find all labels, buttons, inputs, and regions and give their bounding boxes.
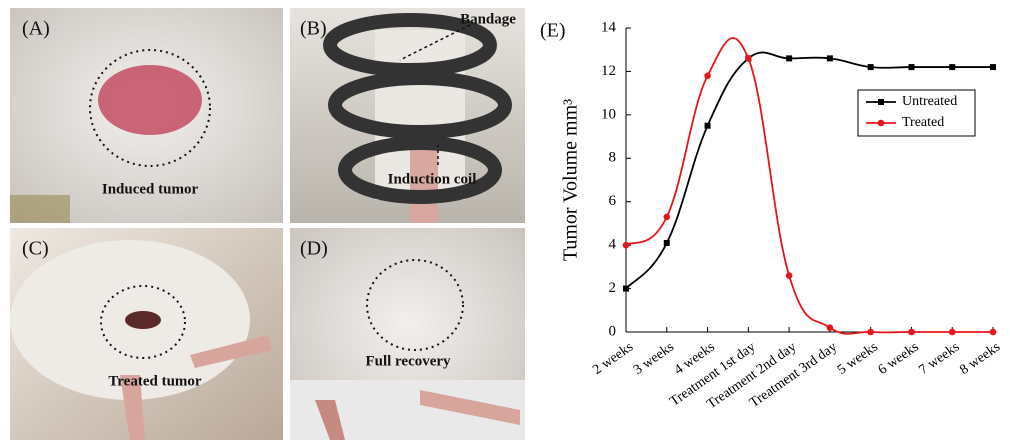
marker xyxy=(623,242,630,249)
marker xyxy=(949,64,955,70)
legend-label: Untreated xyxy=(902,94,957,109)
line xyxy=(626,38,993,334)
marker xyxy=(704,72,711,79)
legend-marker xyxy=(878,120,885,127)
marker xyxy=(990,329,997,336)
x-tick-label: 3 weeks xyxy=(631,340,677,378)
marker xyxy=(786,55,792,61)
marker xyxy=(663,214,670,221)
marker xyxy=(908,329,915,336)
x-tick-label: 8 weeks xyxy=(957,340,1003,378)
x-tick-label: 2 weeks xyxy=(590,340,636,378)
x-tick-label: 5 weeks xyxy=(835,340,881,378)
panel-label: (B) xyxy=(300,18,327,40)
photo-d: (D) Full recovery xyxy=(290,228,525,440)
y-axis-title: Tumor Volume mm³ xyxy=(560,99,582,261)
caption: Treated tumor xyxy=(108,373,202,389)
panel-label: (D) xyxy=(300,238,328,260)
y-tick-label: 14 xyxy=(601,19,617,35)
panel-label: (E) xyxy=(540,20,566,42)
marker xyxy=(908,64,914,70)
legend-marker xyxy=(878,99,884,105)
photo-a: (A) Induced tumor xyxy=(10,8,283,223)
chart: (E) Tumor Volume mm³ 0 2 4 6 8 10 12 14 2 weeks3… xyxy=(540,19,1003,412)
y-tick-label: 0 xyxy=(609,323,617,339)
photo-c: (C) Treated tumor xyxy=(10,228,283,440)
marker xyxy=(745,55,752,62)
marker xyxy=(786,272,793,279)
marker xyxy=(664,240,670,246)
y-tick-label: 4 xyxy=(609,237,617,253)
x-tick-label: 6 weeks xyxy=(876,340,922,378)
marker xyxy=(705,123,711,129)
caption: Induced tumor xyxy=(102,181,199,197)
y-tick-label: 2 xyxy=(609,280,617,296)
y-tick-label: 10 xyxy=(601,106,616,122)
figure: (A) Induced tumor (B) Bandage Induction … xyxy=(0,0,1010,442)
marker xyxy=(623,286,629,292)
marker xyxy=(990,64,996,70)
annotation: Induction coil xyxy=(388,171,477,187)
y-tick-label: 8 xyxy=(609,150,617,166)
caption: Full recovery xyxy=(365,353,451,369)
marker xyxy=(949,329,956,336)
y-tick-label: 6 xyxy=(609,193,617,209)
marker xyxy=(868,64,874,70)
annotation: Bandage xyxy=(460,11,516,27)
marker xyxy=(827,324,834,331)
panel-label: (C) xyxy=(22,238,49,260)
photo-b: (B) Bandage Induction coil xyxy=(290,8,525,223)
panel-label: (A) xyxy=(22,18,50,40)
marker xyxy=(867,329,874,336)
x-tick-label: 7 weeks xyxy=(916,340,962,378)
marker xyxy=(827,55,833,61)
y-tick-label: 12 xyxy=(601,63,616,79)
legend-label: Treated xyxy=(902,115,944,130)
